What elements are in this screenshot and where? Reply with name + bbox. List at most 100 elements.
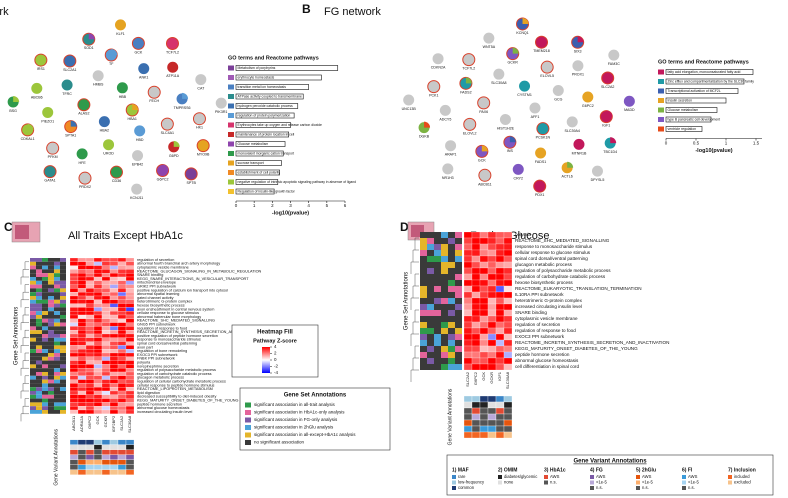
heatmap-cell	[125, 273, 135, 278]
heatmap-cell	[109, 292, 119, 297]
heatmap-cell	[93, 379, 103, 384]
gene-label: GATA1	[44, 179, 55, 183]
axis-label: Gene Set Annotations	[404, 272, 410, 330]
heatmap-cell	[69, 356, 79, 361]
pathway-name: heterotrimeric G-protein complex	[515, 298, 583, 303]
heatmap-cell	[117, 387, 127, 392]
set-annotation	[420, 256, 427, 262]
dendrogram	[24, 307, 29, 315]
heatmap-cell	[479, 291, 489, 299]
heatmap-cell	[93, 261, 103, 266]
gene-node	[34, 53, 48, 67]
set-annotation	[54, 337, 60, 342]
heatmap-cell	[479, 261, 489, 269]
set-annotation	[441, 316, 448, 322]
set-annotation	[441, 298, 448, 304]
heatmap-cell	[487, 279, 497, 287]
heatmap-cell	[117, 299, 127, 304]
variant-annotation	[125, 444, 135, 450]
variant-annotation	[479, 401, 489, 409]
heatmap-cell	[77, 318, 87, 323]
set-annotation	[42, 398, 48, 403]
gene-label: HBB	[119, 95, 127, 99]
variant-annotation	[77, 459, 87, 465]
set-annotation	[48, 273, 54, 277]
pathway-name: abnormal fourth branchial arch artery mo…	[137, 262, 220, 266]
gene-label: ELOVL5	[540, 74, 554, 78]
gene-node	[194, 73, 208, 87]
heatmap-cell	[471, 249, 481, 257]
gene-label: CDKN2A	[431, 66, 446, 70]
gene-node	[427, 80, 441, 94]
heatmap-cell	[487, 237, 497, 245]
panel-title: FG network	[324, 6, 381, 18]
set-annotation	[48, 330, 54, 334]
gene-label: TMPRSS6	[174, 106, 191, 110]
heatmap-cell	[117, 276, 127, 281]
legend-title: GO terms and Reactome pathways	[658, 59, 749, 65]
pathway-name: decreased susceptibility to diet-induced…	[137, 395, 216, 399]
pathway-swatch	[228, 160, 234, 166]
heatmap-cell	[487, 285, 497, 293]
pathway-bar	[235, 150, 284, 157]
set-annotation	[60, 269, 66, 274]
set-annotation	[420, 322, 427, 328]
pathway-name: regulation of bone remodeling	[137, 349, 187, 353]
heatmap-cell	[93, 387, 103, 392]
heatmap-cell	[487, 315, 497, 323]
set-annotation	[441, 232, 448, 238]
heatmap-cell	[85, 314, 95, 319]
set-annotation	[36, 375, 42, 380]
gene-node	[41, 105, 55, 119]
legend-swatch	[682, 480, 686, 485]
set-annotation	[42, 368, 48, 372]
heatmap-cell	[117, 318, 127, 323]
variant-annotation	[125, 439, 135, 445]
dendrogram	[22, 383, 29, 391]
pathway-swatch	[228, 132, 234, 137]
heatmap-cell	[77, 307, 87, 312]
heatmap-cell	[125, 303, 135, 308]
heatmap-cell	[85, 349, 95, 354]
pathway-name: regulation of response to food	[515, 328, 576, 333]
set-annotation	[54, 284, 60, 289]
set-annotation	[30, 318, 36, 323]
gene-label: TBC1D4	[603, 150, 617, 154]
heatmap-cell	[117, 379, 127, 384]
variant-annotation	[69, 444, 79, 450]
heatmap-cell	[101, 288, 111, 293]
heatmap-cell	[85, 333, 95, 338]
set-annotation	[36, 353, 42, 357]
set-annotation	[434, 274, 441, 280]
heatmap-cell	[93, 341, 103, 346]
heatmap-cell	[463, 297, 473, 305]
pathway-name: establishment of cell polarity	[238, 170, 281, 174]
gene-label: MYO9B	[197, 153, 210, 157]
variant-annotation	[463, 395, 473, 403]
heatmap-cell	[77, 356, 87, 361]
variant-annotation	[495, 407, 505, 415]
set-annotation	[48, 353, 54, 357]
dendrogram	[22, 406, 29, 414]
set-annotation	[420, 364, 427, 370]
heatmap-cell	[109, 288, 119, 293]
pathway-swatch	[228, 179, 234, 185]
pathway-name: increased circulating insulin level	[137, 410, 192, 414]
heatmap-cell	[101, 273, 111, 278]
gene-label: SOD1	[84, 46, 94, 50]
heatmap-cell	[117, 257, 127, 262]
heatmap-cell	[495, 255, 505, 263]
gene-node	[133, 124, 147, 138]
panel-label: B	[302, 2, 311, 16]
gene-label: PCSK1N	[536, 136, 551, 140]
heatmap-cell	[117, 406, 127, 411]
heatmap-cell	[85, 409, 95, 414]
pathway-name: EXOC3 PPI subnetwork	[515, 334, 565, 339]
pathway-name: Erythrocytes take up oxygen and release …	[238, 123, 323, 127]
heatmap-cell	[77, 345, 87, 350]
heatmap-cell	[93, 292, 103, 297]
legend-item: AWS	[642, 474, 652, 479]
heatmap-cell	[109, 326, 119, 331]
set-annotation	[48, 299, 54, 304]
gene-node-slice	[88, 33, 95, 40]
